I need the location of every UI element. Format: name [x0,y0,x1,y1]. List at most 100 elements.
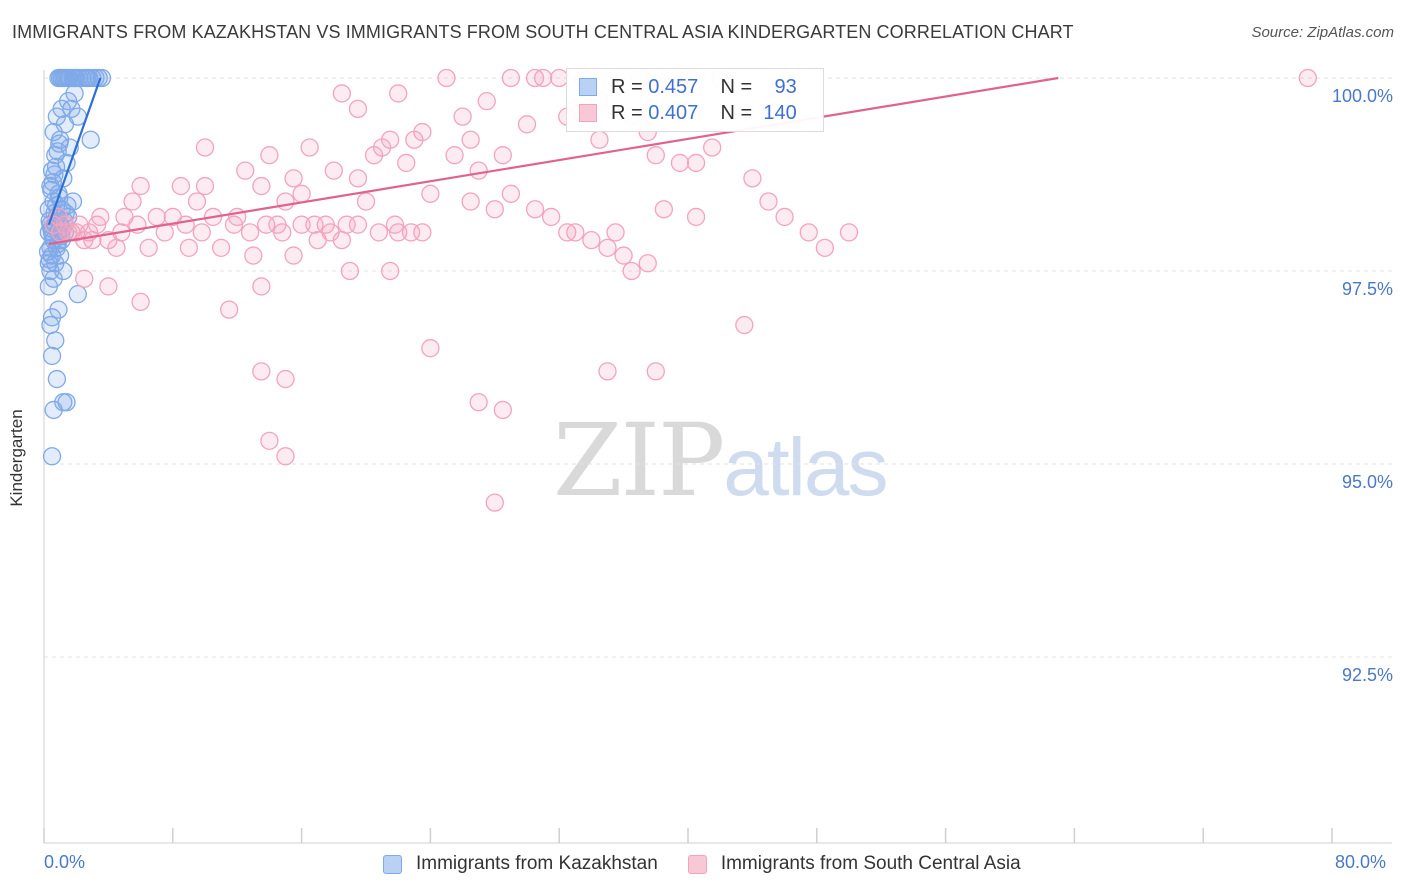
data-point-1-35 [131,176,150,196]
data-point-1-33 [284,169,303,188]
data-point-1-98 [703,138,722,157]
legend-row-south-central-asia: R = 0.407 N = 140 [579,101,797,125]
data-point-1-50 [147,207,166,227]
data-point-1-10 [332,84,352,103]
legend-r-value: 0.407 [648,101,699,124]
data-point-1-85 [421,339,440,358]
data-point-1-68 [179,238,199,257]
data-point-1-41 [123,192,142,211]
data-point-1-38 [252,176,271,196]
data-point-0-68 [47,369,67,389]
data-point-1-105 [598,238,617,257]
data-point-1-112 [372,138,392,157]
data-point-1-104 [582,230,601,250]
trend-line-1 [48,76,1059,246]
watermark: ZIPatlas [553,402,889,519]
legend-swatch-blue [579,78,597,96]
data-point-0-67 [42,346,62,366]
chart-title: IMMIGRANTS FROM KAZAKHSTAN VS IMMIGRANTS… [12,22,1074,42]
data-point-0-90 [46,157,66,176]
data-point-1-22 [195,138,215,157]
data-point-1-110 [815,238,834,257]
legend-item-kazakhstan: Immigrants from Kazakhstan [383,853,658,875]
data-point-0-18 [92,68,112,88]
data-point-1-102 [542,207,561,227]
data-point-1-122 [70,215,89,234]
series-legend: Immigrants from Kazakhstan Immigrants fr… [383,851,1051,877]
data-point-1-93 [598,362,617,381]
data-point-1-91 [276,447,295,466]
data-point-1-3 [533,68,553,88]
data-point-1-84 [735,315,754,335]
data-point-1-79 [340,261,360,281]
x-axis-max-label: 80.0% [1335,852,1387,872]
data-point-1-67 [139,238,158,257]
y-tick-label-1: 97.5% [1342,279,1393,299]
data-point-1-138 [385,215,405,234]
data-point-1-103 [566,223,585,242]
data-point-1-28 [397,153,416,173]
data-point-1-30 [236,161,255,180]
data-point-1-26 [445,146,464,165]
data-point-1-20 [590,130,609,149]
data-point-1-133 [273,223,292,242]
data-point-1-17 [517,115,537,134]
legend-r-label: R = [611,101,643,124]
legend-label-kazakhstan: Immigrants from Kazakhstan [416,853,658,874]
data-point-1-39 [292,184,311,203]
data-point-1-106 [614,246,633,265]
data-point-1-131 [240,223,260,242]
data-point-0-65 [41,315,60,335]
legend-n-label: N = [720,101,753,124]
y-tick-labels: 100.0% 97.5% 95.0% 92.5% [1332,86,1393,685]
data-point-1-129 [192,223,211,242]
data-point-1-128 [176,215,195,234]
data-point-1-89 [276,369,295,389]
data-point-1-109 [799,223,818,242]
data-point-1-25 [260,146,279,165]
data-point-1-82 [606,223,625,242]
series-south-central-asia-points [44,68,1317,512]
data-point-0-61 [39,277,58,296]
correlation-legend: R = 0.457 N = 93 R = 0.407 N = 140 [566,68,824,132]
legend-row-kazakhstan: R = 0.457 N = 93 [579,75,797,99]
legend-r-label: R = [611,75,643,98]
data-point-1-124 [87,215,107,234]
axes [43,70,1392,844]
data-point-1-99 [638,254,657,273]
data-point-1-42 [187,192,207,211]
data-point-1-0 [437,68,456,88]
data-point-1-71 [284,246,303,265]
data-point-1-55 [292,215,311,234]
data-point-1-83 [622,261,641,281]
data-point-1-139 [401,223,421,242]
y-tick-label-2: 95.0% [1342,472,1393,492]
data-point-1-27 [646,146,665,165]
data-point-1-23 [300,138,319,157]
data-point-1-115 [493,146,513,165]
data-point-1-43 [276,192,295,211]
data-point-1-78 [252,277,271,296]
data-point-1-47 [654,200,673,219]
data-point-1-137 [369,223,389,242]
legend-item-south-central-asia: Immigrants from South Central Asia [687,853,1021,875]
data-point-1-134 [305,215,324,234]
data-point-1-92 [485,493,504,512]
watermark-zip: ZIP [553,402,725,519]
legend-n-label: N = [720,75,753,98]
legend-swatch-south-central-asia [687,854,707,874]
data-point-0-62 [68,285,87,304]
data-point-1-14 [348,99,368,119]
data-point-0-28 [81,130,100,149]
data-point-1-136 [337,215,356,234]
data-point-0-19 [57,68,76,88]
series-kazakhstan-points [38,68,112,466]
y-tick-label-0: 100.0% [1332,86,1393,106]
data-point-1-66 [107,238,126,257]
data-point-1-86 [469,393,488,412]
data-point-1-1 [501,68,521,88]
data-point-1-9 [1298,68,1317,88]
data-point-1-113 [413,122,432,142]
data-point-1-132 [257,215,276,234]
data-point-1-45 [461,192,480,211]
